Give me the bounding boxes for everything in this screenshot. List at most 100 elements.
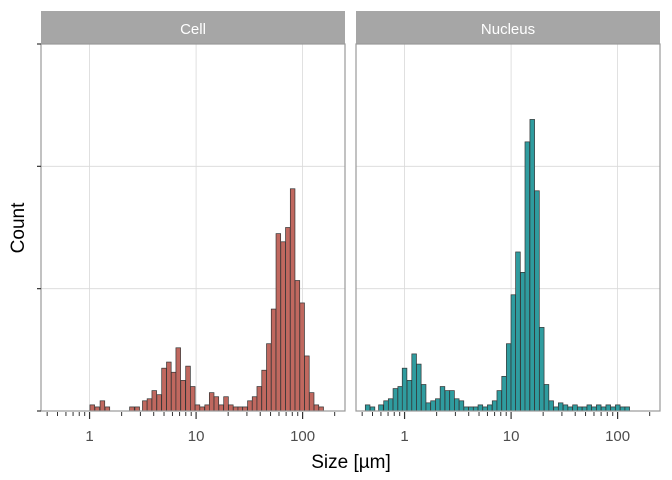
histogram-bar: [129, 406, 135, 412]
histogram-bar: [586, 404, 592, 412]
facet-strip-label: Cell: [180, 21, 206, 38]
x-tick-label: 10: [188, 428, 205, 445]
histogram-bar: [242, 406, 248, 412]
histogram-bar: [166, 361, 172, 412]
histogram-bar: [454, 398, 460, 412]
histogram-bar: [156, 394, 162, 412]
histogram-bar: [251, 396, 258, 412]
histogram-bar: [247, 400, 253, 412]
histogram-bar: [170, 371, 177, 412]
histogram-bar: [463, 406, 469, 412]
histogram-bar: [151, 390, 157, 412]
histogram-bar: [449, 390, 455, 412]
facet-strip: [356, 11, 660, 44]
histogram-bar: [161, 367, 167, 412]
histogram-bar: [515, 251, 521, 412]
histogram-bar: [557, 402, 564, 412]
histogram-bar: [491, 400, 498, 412]
histogram-bar: [615, 404, 621, 412]
histogram-bar: [406, 380, 413, 412]
histogram-bar: [482, 406, 488, 412]
histogram-bar: [285, 227, 291, 412]
histogram-bar: [553, 406, 559, 412]
histogram-bar: [318, 406, 324, 412]
x-tick-label: 100: [290, 428, 315, 445]
y-axis-title: Count: [8, 202, 29, 253]
histogram-bar: [596, 404, 602, 412]
histogram-bar: [228, 404, 234, 412]
histogram-bar: [610, 406, 616, 412]
histogram-bar: [624, 406, 630, 412]
histogram-bar: [510, 294, 517, 412]
facet-strip: [41, 11, 345, 44]
histogram-bar: [411, 353, 417, 412]
histogram-bar: [185, 365, 191, 412]
histogram-bar: [581, 406, 588, 412]
histogram-bar: [289, 188, 296, 412]
histogram-bar: [194, 404, 201, 412]
histogram-bar: [392, 388, 399, 412]
histogram-bar: [275, 233, 282, 412]
histogram-bar: [600, 406, 607, 412]
x-axis: 1 10 100: [46, 412, 336, 445]
histogram-bar: [430, 400, 436, 412]
histogram-bar: [89, 404, 95, 412]
histogram-bar: [619, 406, 626, 412]
histogram-bar: [501, 375, 507, 412]
histogram-bar: [99, 400, 106, 412]
histogram-bar: [104, 406, 111, 412]
facet-strip-label: Nucleus: [481, 21, 535, 38]
histogram-bar: [232, 406, 239, 412]
histogram-bar: [562, 404, 569, 412]
facet-panel-cell: Cell 1 10 100: [37, 11, 346, 445]
x-tick-label: 1: [85, 428, 93, 445]
histogram-bar: [397, 386, 403, 412]
histogram-bar: [180, 380, 186, 412]
x-tick-label: 10: [503, 428, 520, 445]
histogram-bar: [294, 280, 301, 412]
histogram-bar: [543, 384, 550, 412]
histogram-bar: [468, 406, 474, 412]
histogram-bar: [520, 272, 526, 412]
histogram-bar: [416, 363, 422, 412]
y-axis: [37, 43, 41, 412]
histogram-bar: [266, 343, 272, 412]
histogram-bar: [313, 404, 320, 412]
histogram-bar: [134, 406, 140, 412]
histogram-bar: [369, 406, 376, 412]
histogram-bar: [175, 347, 181, 412]
histogram-bar: [378, 404, 384, 412]
facet-panels: Cell 1 10 100 Nucleus 1 10 100: [37, 11, 661, 445]
histogram-bar: [304, 355, 310, 412]
histogram-bar: [204, 404, 210, 412]
histogram-bar: [208, 392, 215, 412]
x-tick-label: 100: [605, 428, 630, 445]
histogram-bar: [94, 406, 100, 412]
histogram-bar: [383, 400, 389, 412]
histogram-bar: [472, 406, 479, 412]
histogram-bar: [444, 390, 450, 412]
x-axis: 1 10 100: [361, 412, 651, 445]
histogram-bar: [477, 404, 484, 412]
histogram-bar: [567, 406, 573, 412]
histogram-bar: [548, 400, 554, 412]
histogram-bar: [270, 308, 277, 412]
histogram-bar: [458, 400, 465, 412]
histogram-bars: [89, 188, 324, 412]
histogram-bar: [591, 406, 597, 412]
histogram-bar: [439, 386, 446, 412]
histogram-bar: [261, 369, 267, 412]
histogram-bar: [146, 398, 153, 412]
histogram-bar: [420, 384, 427, 412]
panel-border: [40, 43, 346, 412]
histogram-bar: [506, 343, 512, 412]
histogram-bar: [299, 302, 305, 412]
histogram-bar: [199, 406, 205, 412]
histogram-bar: [577, 406, 583, 412]
histogram-bar: [605, 404, 611, 412]
histogram-bar: [539, 327, 545, 412]
histogram-bar: [280, 241, 286, 412]
facet-panel-nucleus: Nucleus 1 10 100: [355, 11, 661, 445]
histogram-bar: [496, 390, 502, 412]
